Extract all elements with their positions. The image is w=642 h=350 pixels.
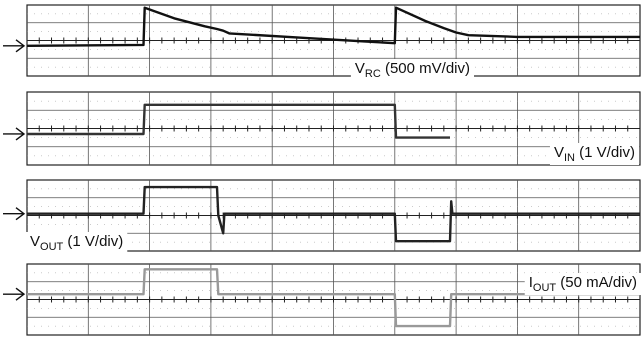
reference-arrow-icon [3, 127, 26, 141]
channel-label-vout: VOUT (1 V/div) [30, 233, 123, 253]
panel-iout: IOUT (50 mA/div) [3, 263, 641, 336]
trace-vrc [26, 6, 640, 47]
label-backing [549, 143, 640, 165]
label-backing [350, 59, 474, 81]
channel-label-vin: VIN (1 V/div) [554, 144, 635, 164]
channel-label-vrc: VRC (500 mV/div) [355, 60, 470, 80]
panel-vrc: VRC (500 mV/div) [3, 4, 641, 81]
trace-vin [27, 103, 450, 139]
label-backing [26, 232, 128, 254]
trace-vout [27, 185, 640, 243]
panel-vin: VIN (1 V/div) [3, 91, 641, 166]
channel-label-iout: IOUT (50 mA/div) [529, 274, 637, 294]
panel-vout: VOUT (1 V/div) [3, 179, 641, 254]
reference-arrow-icon [3, 207, 26, 221]
reference-arrow-icon [3, 287, 26, 301]
reference-arrow-icon [3, 39, 26, 53]
trace-iout [27, 268, 640, 328]
label-backing [524, 273, 641, 295]
